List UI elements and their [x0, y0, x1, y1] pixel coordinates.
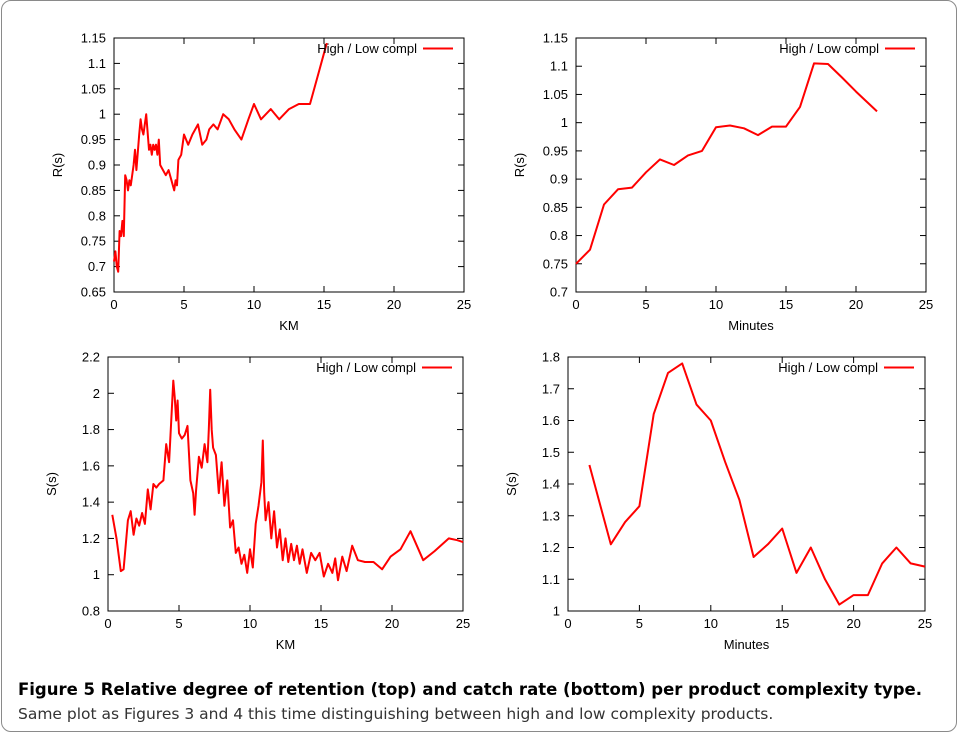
y-axis-label: R(s)	[50, 153, 65, 178]
plot-area-frame	[575, 37, 927, 293]
legend-label: High / Low compl	[317, 41, 417, 56]
chart-1: 0 5 10 15 20 25 0.65 0.7 0.75 0.8 0.85 0.9 0.95 1 1.05…	[50, 31, 471, 334]
x-tick-label: 25	[457, 297, 471, 312]
x-tick-label: 5	[642, 297, 649, 312]
y-tick-label: 1.1	[88, 56, 106, 71]
y-axis-label: S(s)	[44, 472, 59, 496]
y-tick-label: 1	[99, 107, 106, 122]
legend-label: High / Low compl	[316, 360, 416, 375]
y-tick-label: 2	[93, 386, 100, 401]
y-tick-label: 1.2	[82, 531, 100, 546]
y-tick-label: 0.9	[550, 172, 568, 187]
y-tick-label: 0.85	[81, 183, 106, 198]
chart-4: 0 5 10 15 20 25 1 1.1 1.2 1.3 1.4 1.5 1.6 1.7 1.8 Minut…	[504, 350, 932, 653]
y-axis-label: S(s)	[504, 472, 519, 496]
y-tick-label: 1.6	[82, 458, 100, 473]
x-tick-label: 15	[779, 297, 793, 312]
y-tick-label: 0.65	[81, 285, 106, 300]
x-tick-label: 10	[247, 297, 261, 312]
x-tick-label: 25	[456, 616, 470, 631]
y-tick-label: 0.9	[88, 158, 106, 173]
y-tick-label: 0.8	[88, 208, 106, 223]
plot-area-frame	[107, 356, 464, 612]
y-tick-label: 2.2	[82, 350, 100, 365]
series-line	[588, 362, 926, 606]
x-tick-label: 0	[564, 616, 571, 631]
x-axis-label: KM	[276, 637, 296, 652]
x-tick-label: 0	[572, 297, 579, 312]
x-tick-label: 0	[104, 616, 111, 631]
y-tick-label: 1.8	[82, 422, 100, 437]
y-axis-label: R(s)	[512, 153, 527, 178]
x-axis-label: Minutes	[728, 318, 774, 333]
series-line	[575, 62, 878, 265]
figure-plots: 0 5 10 15 20 250.650.70.750.80.850.90.9511.05…	[44, 31, 933, 653]
x-tick-label: 5	[636, 616, 643, 631]
y-tick-label: 1.3	[542, 508, 560, 523]
plot-area-frame	[567, 356, 926, 612]
series-line	[111, 379, 464, 582]
x-tick-label: 10	[243, 616, 257, 631]
y-tick-label: 1.5	[542, 445, 560, 460]
x-tick-label: 20	[387, 297, 401, 312]
y-tick-label: 1.6	[542, 413, 560, 428]
x-tick-label: 15	[775, 616, 789, 631]
y-tick-label: 1.15	[543, 31, 568, 46]
y-tick-label: 0.95	[81, 132, 106, 147]
caption-title: Figure 5 Relative degree of retention (t…	[18, 680, 923, 699]
x-tick-label: 20	[849, 297, 863, 312]
y-tick-label: 1	[553, 604, 560, 619]
y-tick-label: 1	[561, 115, 568, 130]
caption-text: Same plot as Figures 3 and 4 this time d…	[18, 705, 774, 723]
chart-3: 0 5 10 15 20 25 0.8 1 1.2 1.4 1.6 1.8 2 2.2 KM S(s) High…	[44, 350, 470, 653]
chart-2: 0 5 10 15 20 25 0.7 0.75 0.8 0.85 0.9 0.95 1 1.05 1.1 1…	[512, 31, 933, 334]
y-tick-label: 1.4	[82, 495, 100, 510]
y-tick-label: 1.15	[81, 31, 106, 46]
x-tick-label: 15	[314, 616, 328, 631]
y-tick-label: 1.8	[542, 350, 560, 365]
y-tick-label: 1.05	[543, 87, 568, 102]
y-tick-label: 0.75	[543, 256, 568, 271]
legend-label: High / Low compl	[779, 41, 879, 56]
x-tick-label: 15	[317, 297, 331, 312]
legend-label: High / Low compl	[778, 360, 878, 375]
x-axis-label: KM	[279, 318, 299, 333]
x-tick-label: 20	[846, 616, 860, 631]
series-line	[113, 42, 328, 273]
x-tick-label: 5	[180, 297, 187, 312]
x-tick-label: 25	[919, 297, 933, 312]
figure-caption: Figure 5 Relative degree of retention (t…	[18, 679, 948, 725]
y-tick-label: 0.75	[81, 234, 106, 249]
x-axis-label: Minutes	[724, 637, 770, 652]
plot-area-frame	[113, 37, 465, 293]
y-tick-label: 0.7	[88, 259, 106, 274]
y-tick-label: 0.7	[550, 285, 568, 300]
y-tick-label: 1.05	[81, 81, 106, 96]
y-tick-label: 1.4	[542, 477, 560, 492]
x-tick-label: 10	[704, 616, 718, 631]
y-tick-label: 0.8	[82, 604, 100, 619]
y-tick-label: 0.8	[550, 228, 568, 243]
x-tick-label: 5	[175, 616, 182, 631]
y-tick-label: 1.1	[542, 572, 560, 587]
y-tick-label: 1	[93, 567, 100, 582]
x-tick-label: 0	[110, 297, 117, 312]
y-tick-label: 1.2	[542, 540, 560, 555]
x-tick-label: 20	[385, 616, 399, 631]
x-tick-label: 10	[709, 297, 723, 312]
y-tick-label: 1.1	[550, 59, 568, 74]
x-tick-label: 25	[918, 616, 932, 631]
y-tick-label: 0.95	[543, 143, 568, 158]
y-tick-label: 1.7	[542, 381, 560, 396]
y-tick-label: 0.85	[543, 200, 568, 215]
